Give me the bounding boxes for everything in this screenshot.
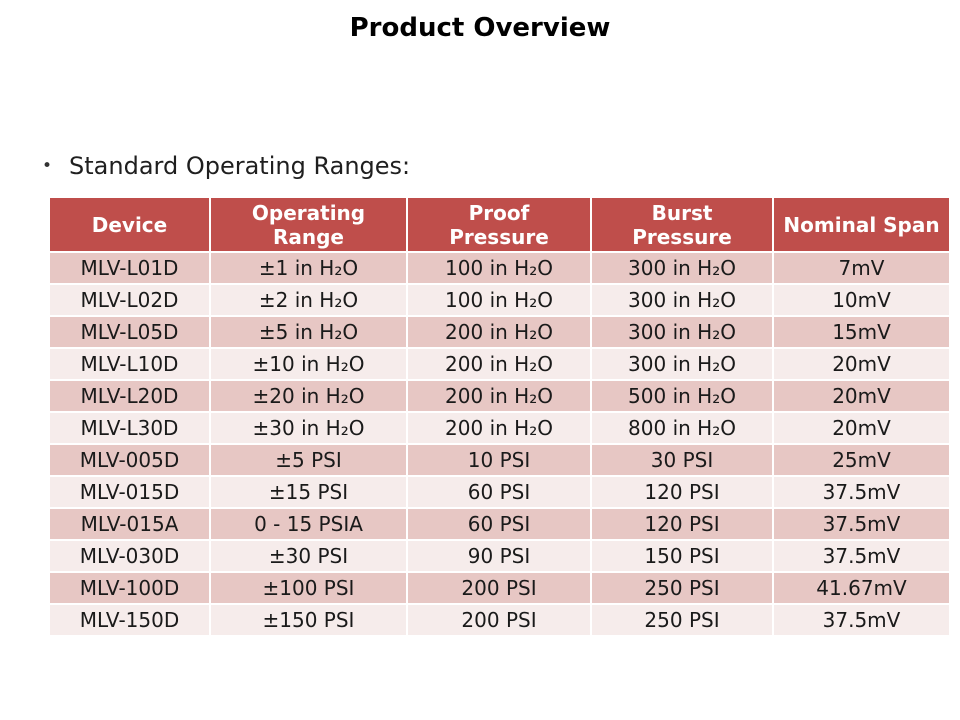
- cell-operating-range: ±1 in H₂O: [211, 253, 406, 283]
- cell-device: MLV-015D: [50, 477, 209, 507]
- cell-operating-range: ±100 PSI: [211, 573, 406, 603]
- cell-proof-pressure: 100 in H₂O: [408, 253, 590, 283]
- column-header-operating-range: Operating Range: [211, 198, 406, 251]
- bullet-icon: •: [42, 156, 53, 176]
- cell-proof-pressure: 200 in H₂O: [408, 381, 590, 411]
- cell-proof-pressure: 200 PSI: [408, 605, 590, 635]
- cell-proof-pressure: 100 in H₂O: [408, 285, 590, 315]
- table-row: MLV-150D ±150 PSI 200 PSI 250 PSI 37.5mV: [50, 605, 949, 635]
- cell-operating-range: ±5 PSI: [211, 445, 406, 475]
- cell-device: MLV-150D: [50, 605, 209, 635]
- table-row: MLV-L20D ±20 in H₂O 200 in H₂O 500 in H₂O 20…: [50, 381, 949, 411]
- table-row: MLV-L10D ±10 in H₂O 200 in H₂O 300 in H₂O 20…: [50, 349, 949, 379]
- cell-device: MLV-030D: [50, 541, 209, 571]
- cell-nominal-span: 7mV: [774, 253, 949, 283]
- cell-device: MLV-L10D: [50, 349, 209, 379]
- table-row: MLV-L02D ±2 in H₂O 100 in H₂O 300 in H₂O 10m…: [50, 285, 949, 315]
- cell-proof-pressure: 200 in H₂O: [408, 413, 590, 443]
- table-header: Device Operating Range Proof Pressure Burst…: [50, 198, 949, 251]
- cell-nominal-span: 20mV: [774, 349, 949, 379]
- cell-proof-pressure: 60 PSI: [408, 477, 590, 507]
- table-row: MLV-030D ±30 PSI 90 PSI 150 PSI 37.5mV: [50, 541, 949, 571]
- cell-burst-pressure: 800 in H₂O: [592, 413, 772, 443]
- bullet-item: • Standard Operating Ranges:: [42, 152, 410, 180]
- table-row: MLV-005D ±5 PSI 10 PSI 30 PSI 25mV: [50, 445, 949, 475]
- cell-proof-pressure: 200 PSI: [408, 573, 590, 603]
- cell-nominal-span: 41.67mV: [774, 573, 949, 603]
- cell-operating-range: ±10 in H₂O: [211, 349, 406, 379]
- cell-device: MLV-015A: [50, 509, 209, 539]
- operating-ranges-table: Device Operating Range Proof Pressure Burst…: [48, 196, 951, 637]
- cell-device: MLV-L20D: [50, 381, 209, 411]
- cell-operating-range: ±15 PSI: [211, 477, 406, 507]
- column-header-proof-pressure: Proof Pressure: [408, 198, 590, 251]
- table-row: MLV-L05D ±5 in H₂O 200 in H₂O 300 in H₂O 15m…: [50, 317, 949, 347]
- cell-proof-pressure: 200 in H₂O: [408, 317, 590, 347]
- cell-burst-pressure: 120 PSI: [592, 477, 772, 507]
- cell-proof-pressure: 60 PSI: [408, 509, 590, 539]
- cell-operating-range: ±30 PSI: [211, 541, 406, 571]
- table-row: MLV-015D ±15 PSI 60 PSI 120 PSI 37.5mV: [50, 477, 949, 507]
- table-row: MLV-015A 0 - 15 PSIA 60 PSI 120 PSI 37.5mV: [50, 509, 949, 539]
- cell-device: MLV-L05D: [50, 317, 209, 347]
- table-row: MLV-L30D ±30 in H₂O 200 in H₂O 800 in H₂O 20…: [50, 413, 949, 443]
- cell-nominal-span: 20mV: [774, 413, 949, 443]
- cell-operating-range: ±30 in H₂O: [211, 413, 406, 443]
- cell-operating-range: ±150 PSI: [211, 605, 406, 635]
- column-header-device: Device: [50, 198, 209, 251]
- cell-device: MLV-100D: [50, 573, 209, 603]
- table-body: MLV-L01D ±1 in H₂O 100 in H₂O 300 in H₂O 7mV…: [50, 253, 949, 635]
- cell-burst-pressure: 300 in H₂O: [592, 349, 772, 379]
- bullet-text: Standard Operating Ranges:: [69, 152, 411, 180]
- cell-proof-pressure: 200 in H₂O: [408, 349, 590, 379]
- table-row: MLV-L01D ±1 in H₂O 100 in H₂O 300 in H₂O 7mV: [50, 253, 949, 283]
- cell-proof-pressure: 90 PSI: [408, 541, 590, 571]
- cell-device: MLV-L02D: [50, 285, 209, 315]
- cell-nominal-span: 37.5mV: [774, 477, 949, 507]
- cell-burst-pressure: 150 PSI: [592, 541, 772, 571]
- table-row: MLV-100D ±100 PSI 200 PSI 250 PSI 41.67mV: [50, 573, 949, 603]
- cell-device: MLV-005D: [50, 445, 209, 475]
- cell-burst-pressure: 500 in H₂O: [592, 381, 772, 411]
- cell-nominal-span: 10mV: [774, 285, 949, 315]
- cell-operating-range: ±5 in H₂O: [211, 317, 406, 347]
- operating-ranges-table-container: Device Operating Range Proof Pressure Burst…: [48, 196, 951, 637]
- cell-nominal-span: 20mV: [774, 381, 949, 411]
- cell-operating-range: ±20 in H₂O: [211, 381, 406, 411]
- cell-burst-pressure: 30 PSI: [592, 445, 772, 475]
- cell-burst-pressure: 120 PSI: [592, 509, 772, 539]
- cell-operating-range: ±2 in H₂O: [211, 285, 406, 315]
- cell-burst-pressure: 250 PSI: [592, 605, 772, 635]
- cell-operating-range: 0 - 15 PSIA: [211, 509, 406, 539]
- cell-burst-pressure: 300 in H₂O: [592, 317, 772, 347]
- cell-burst-pressure: 300 in H₂O: [592, 253, 772, 283]
- table-header-row: Device Operating Range Proof Pressure Burst…: [50, 198, 949, 251]
- cell-nominal-span: 37.5mV: [774, 509, 949, 539]
- cell-proof-pressure: 10 PSI: [408, 445, 590, 475]
- cell-nominal-span: 37.5mV: [774, 605, 949, 635]
- cell-burst-pressure: 250 PSI: [592, 573, 772, 603]
- cell-device: MLV-L30D: [50, 413, 209, 443]
- cell-nominal-span: 25mV: [774, 445, 949, 475]
- cell-device: MLV-L01D: [50, 253, 209, 283]
- column-header-burst-pressure: Burst Pressure: [592, 198, 772, 251]
- cell-nominal-span: 37.5mV: [774, 541, 949, 571]
- cell-burst-pressure: 300 in H₂O: [592, 285, 772, 315]
- column-header-nominal-span: Nominal Span: [774, 198, 949, 251]
- cell-nominal-span: 15mV: [774, 317, 949, 347]
- page-title: Product Overview: [349, 13, 611, 43]
